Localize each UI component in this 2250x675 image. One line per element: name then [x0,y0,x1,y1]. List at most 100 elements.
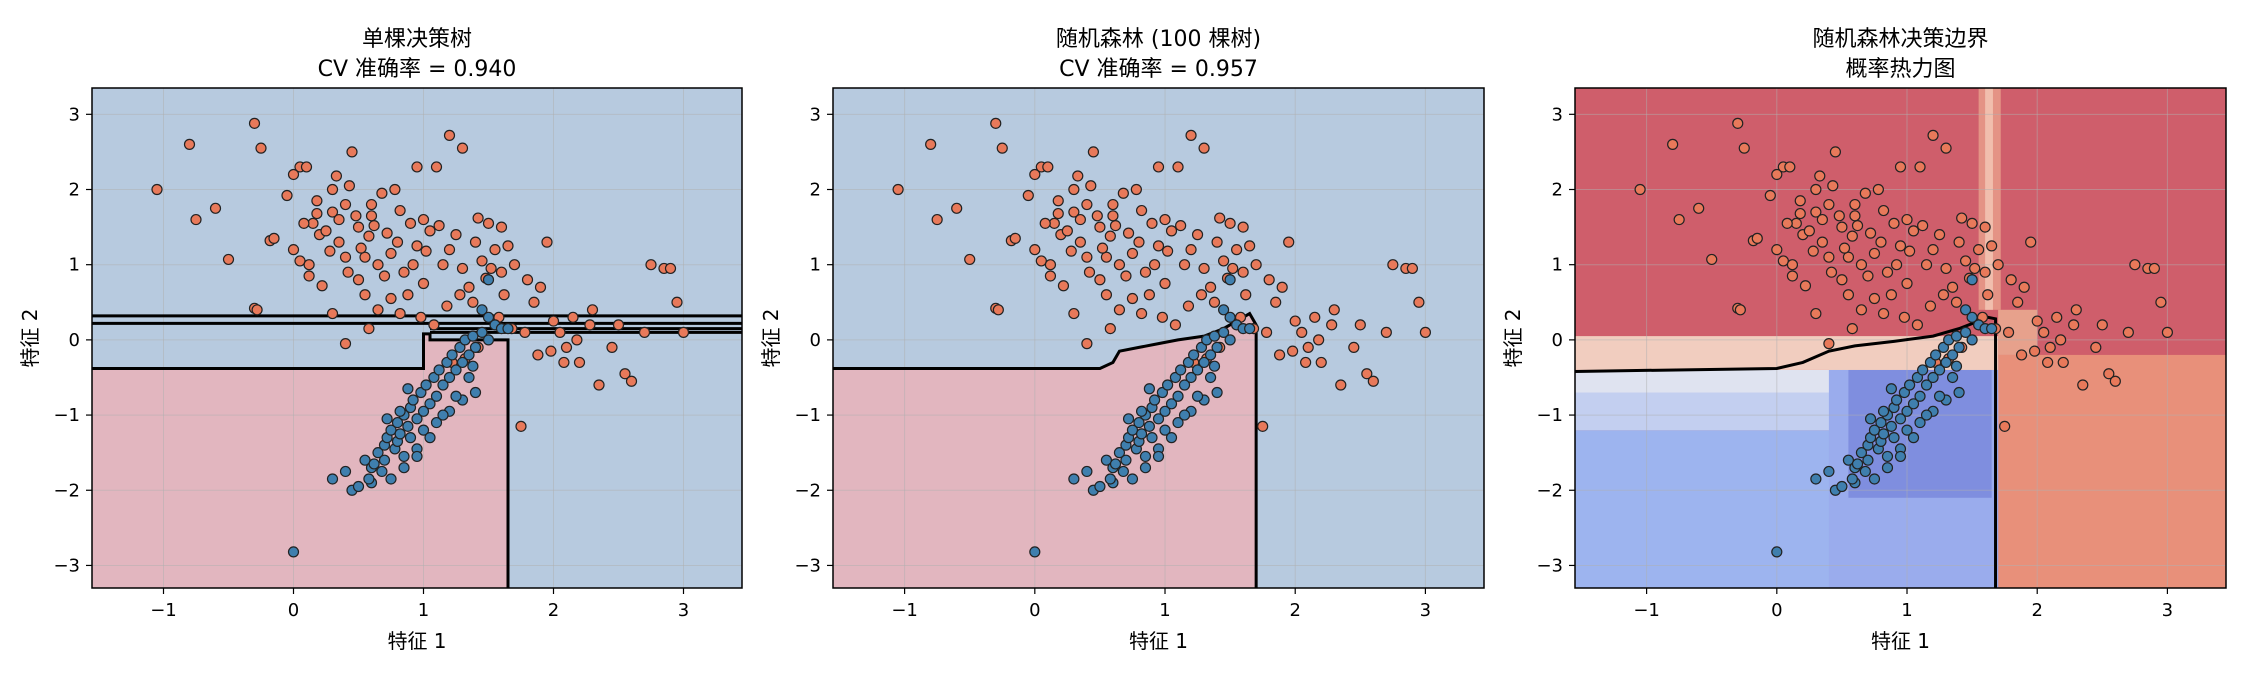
point-class1 [1074,236,1086,248]
point-class1 [1091,210,1103,222]
point-class1 [1816,213,1828,226]
point-class0 [1917,364,1929,376]
point-class1 [2015,349,2028,361]
point-class0 [1940,356,1952,369]
panel-random-forest-title-line1: 随机森林 (100 棵树) [1056,27,1261,52]
point-class0 [441,356,453,369]
point-class0 [372,447,384,459]
point-class1 [2122,326,2134,338]
y-tick-label: 0 [1552,330,1563,351]
point-class1 [1052,207,1064,220]
point-class1 [489,244,501,256]
point-class0 [424,432,436,444]
point-class1 [586,304,599,316]
point-class0 [1113,447,1126,459]
point-class1 [1823,198,1835,211]
point-class1 [1956,212,1968,224]
point-class1 [1122,227,1135,239]
point-class1 [394,307,406,320]
point-class0 [1894,450,1907,463]
point-class1 [1979,266,1991,278]
point-class1 [326,206,339,218]
point-class1 [1855,304,1868,316]
point-class1 [990,117,1002,129]
point-class1 [2129,259,2141,271]
decision-boundary [92,332,510,588]
point-class1 [1302,341,1314,353]
point-class0 [1986,323,1998,335]
point-class0 [1165,398,1178,410]
point-class1 [1085,180,1097,192]
point-class1 [1836,221,1848,233]
point-class1 [343,180,355,192]
point-class1 [1107,198,1119,211]
point-class1 [567,311,579,323]
point-class1 [1289,315,1301,327]
point-class0 [417,405,430,417]
point-class1 [1986,240,1998,252]
x-tick-label: 2 [2031,600,2042,621]
point-class1 [391,236,404,248]
point-class1 [463,281,475,293]
point-class0 [1191,364,1204,376]
point-class1 [964,253,976,266]
point-class0 [1081,465,1093,478]
y-tick-label: 2 [810,180,821,201]
point-class1 [324,245,336,257]
point-class1 [1094,221,1106,233]
point-class1 [330,170,342,182]
panel-random-forest: 随机森林 (100 棵树) CV 准确率 = 0.957 −1 0 1 2 3−3−2−… [759,27,1485,653]
x-tick-label: −1 [891,600,918,621]
point-class1 [1732,117,1744,129]
point-class0 [1859,465,1871,478]
point-class0 [1927,371,1939,384]
panel-single-tree-x-axis-label: 特征 1 [387,629,446,653]
point-class1 [1175,219,1187,232]
y-tick-label: 1 [1552,255,1563,276]
point-class1 [1999,420,2011,432]
point-class1 [495,221,508,233]
point-class1 [1126,292,1139,305]
point-class1 [1810,183,1822,196]
point-class1 [1296,326,1308,338]
panel-random-forest-y-axis-label: 特征 2 [759,308,783,367]
point-class0 [1959,304,1972,316]
y-tick-label: 2 [69,180,80,201]
point-class1 [1044,270,1057,282]
point-class1 [372,259,384,271]
point-class0 [378,454,391,466]
point-class1 [1198,142,1210,154]
point-class1 [298,217,310,229]
point-class1 [352,274,365,286]
point-class0 [456,356,469,369]
point-class1 [424,225,436,237]
panel-probability-heatmap-title-line1: 随机森林决策边界 [1812,27,1988,52]
point-class1 [1113,259,1126,271]
point-class1 [1068,206,1080,218]
point-class0 [463,371,475,384]
point-class1 [1920,259,1933,271]
point-class1 [326,183,339,196]
point-class1 [1022,189,1034,202]
point-class1 [1042,161,1054,173]
x-tick-label: 0 [1771,600,1782,621]
point-class1 [333,213,345,226]
decision-boundary [833,311,1258,588]
panel-probability-heatmap-y-axis-label: 特征 2 [1501,308,1525,367]
point-class1 [1953,236,1965,248]
point-class1 [606,341,618,353]
decision-boundary [1575,315,1998,588]
point-class0 [1198,356,1210,369]
panel-probability-heatmap: 随机森林决策边界 概率热力图 −1 0 1 2 3 −3 −2 −1 0 1 2 3 特征 1 特征 … [1501,27,2227,653]
point-class1 [519,326,531,338]
point-class1 [443,129,456,141]
point-class0 [1898,386,1911,399]
point-class1 [385,247,397,260]
point-class0 [1143,420,1155,432]
point-class0 [469,341,482,353]
point-class1 [450,229,462,241]
point-class1 [411,240,423,252]
point-class0 [1120,454,1132,466]
point-class0 [1224,311,1236,323]
point-class1 [1309,311,1321,323]
